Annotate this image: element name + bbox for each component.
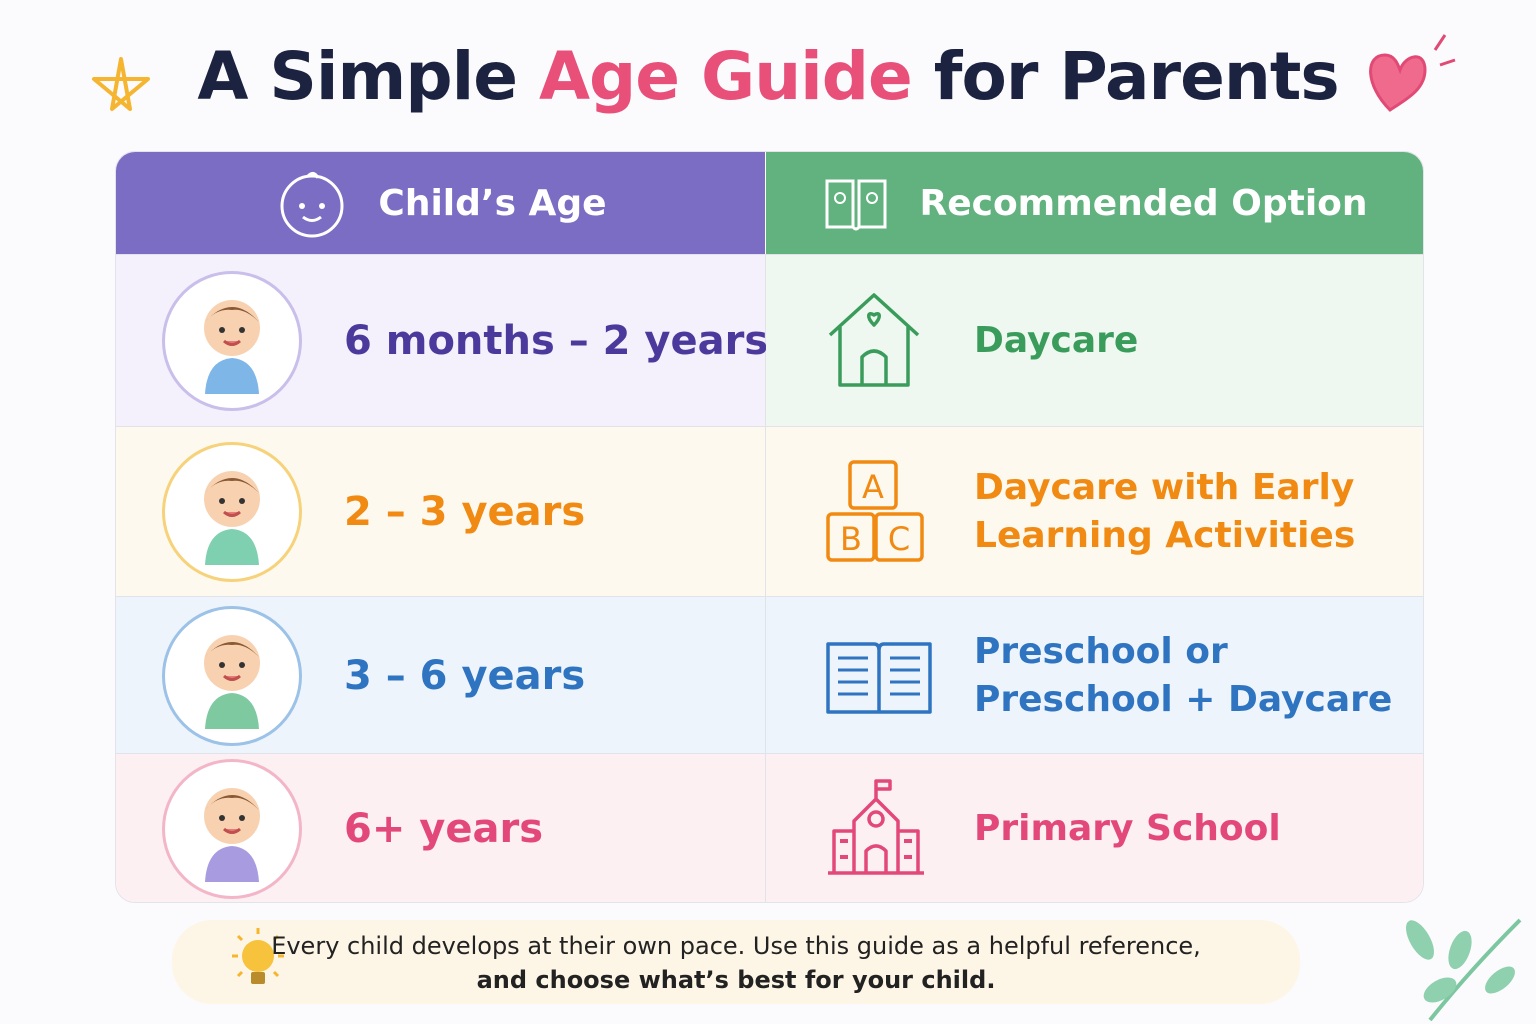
option-text: Primary School (974, 805, 1281, 853)
icon-graphic (826, 641, 932, 714)
age-text: 3 – 6 years (344, 652, 586, 699)
icon-graphic: AB C (826, 460, 924, 562)
table-row: 2 – 3 years A B C Daycare with Early Learning… (116, 426, 1423, 597)
avatar-illustration (204, 787, 260, 882)
option-line: Daycare with Early (974, 467, 1355, 508)
option-icon (824, 777, 928, 881)
option-text: Daycare with Early Learning Activities (974, 464, 1355, 560)
title-highlight: Age Guide (538, 38, 913, 115)
note-text: Every child develops at their own pace. … (271, 932, 1201, 960)
book-icon (825, 179, 887, 231)
table: Child’s Age Recommended Option 6 months … (115, 151, 1424, 903)
baby-face-icon (280, 171, 344, 238)
footer-note: Every child develops at their own pace. … (172, 920, 1300, 1004)
option-cell: A B C Daycare with Early Learning Activities (766, 427, 1423, 597)
option-line: Learning Activities (974, 515, 1356, 556)
lightbulb-icon (232, 928, 284, 984)
note-emphasis: and choose what’s best for your child. (476, 966, 996, 994)
star-doodle (92, 57, 150, 111)
svg-text:C: C (888, 520, 910, 558)
option-line: Preschool or (974, 630, 1228, 672)
option-cell: Daycare (766, 255, 1423, 427)
option-line: Preschool + Daycare (974, 678, 1393, 720)
avatar-illustration (204, 300, 260, 394)
age-cell: 2 – 3 years (116, 427, 766, 597)
option-cell: Primary School (766, 754, 1423, 902)
avatar-illustration (204, 471, 260, 565)
table-row: 6+ years Primary School (116, 753, 1423, 902)
header-text: Recommended Option (919, 182, 1368, 224)
child-avatar (162, 605, 302, 746)
option-text: Preschool or Preschool + Daycare (974, 628, 1392, 724)
option-icon (824, 632, 934, 720)
age-cell: 6 months – 2 years (116, 255, 769, 427)
icon-graphic (828, 778, 924, 875)
option-cell: Preschool or Preschool + Daycare (766, 597, 1423, 754)
header-cell: Child’s Age (116, 152, 765, 254)
age-text: 2 – 3 years (344, 489, 586, 535)
header-cell: Recommended Option (766, 152, 1423, 254)
age-cell: 3 – 6 years (116, 597, 766, 754)
age-cell: 6+ years (116, 754, 766, 902)
svg-text:A: A (862, 468, 884, 506)
option-line: Primary School (974, 807, 1281, 849)
option-icon (824, 289, 924, 393)
child-avatar (162, 271, 302, 411)
option-text: Daycare (974, 317, 1138, 365)
option-line: Daycare (974, 320, 1139, 361)
table-row: 3 – 6 years Preschool or Preschool + Dayca… (116, 596, 1423, 754)
header-text: Child’s Age (378, 182, 607, 224)
svg-text:B: B (840, 520, 862, 558)
title-part: A Simple (197, 38, 518, 115)
avatar-illustration (204, 634, 260, 729)
age-text: 6+ years (344, 805, 544, 852)
leaf-doodle (1406, 918, 1522, 1022)
child-avatar (162, 442, 302, 582)
title-part: for Parents (933, 38, 1340, 115)
heart-doodle (1369, 34, 1456, 112)
icon-graphic (828, 293, 920, 387)
table-row: 6 months – 2 years Daycare (116, 254, 1423, 427)
child-avatar (162, 758, 302, 899)
title: A Simple Age Guide for Parents (0, 38, 1536, 115)
age-text: 6 months – 2 years (344, 318, 769, 364)
